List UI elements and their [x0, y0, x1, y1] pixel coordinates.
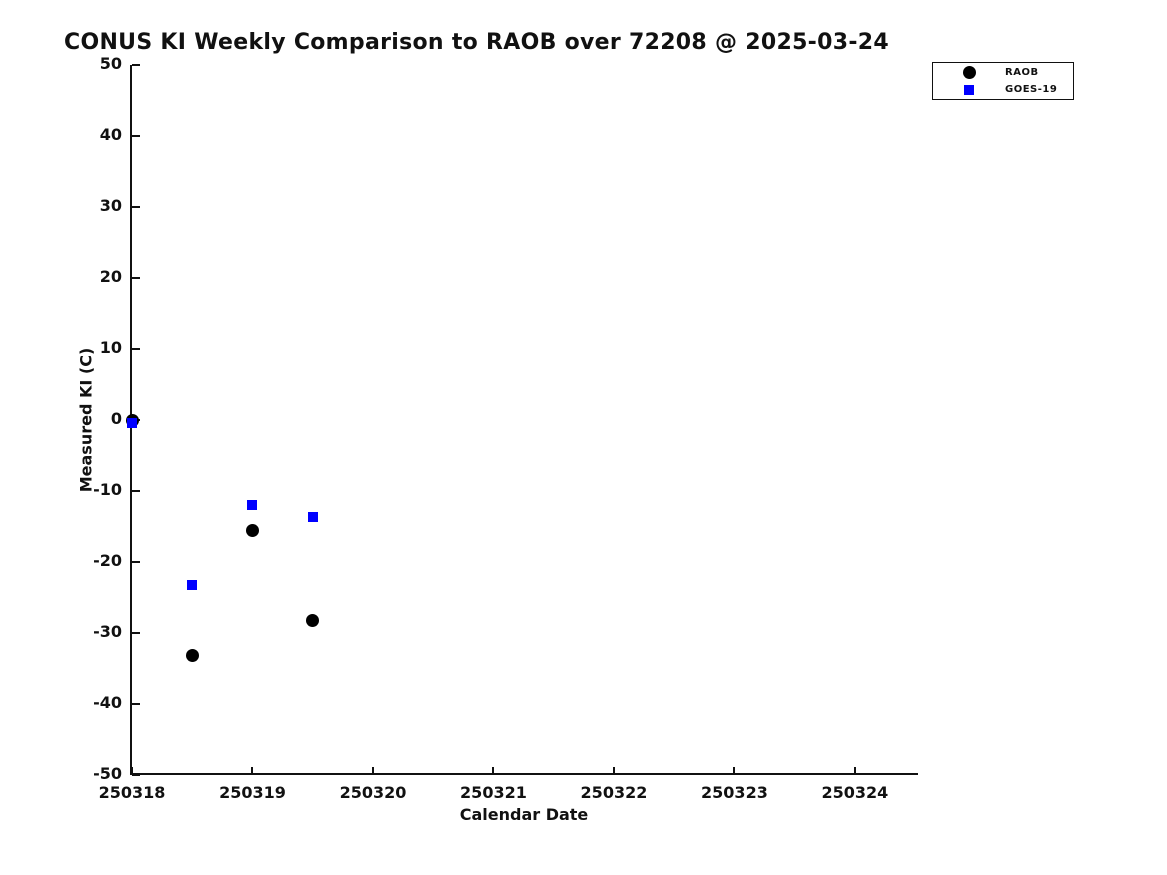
- plot-area: 250318 250319 250320 250321 250322 250323 2503…: [93, 54, 918, 802]
- legend-label-raob: RAOB: [1005, 67, 1039, 78]
- x-tick-mark: [853, 767, 856, 775]
- x-tick-mark: [131, 767, 133, 775]
- x-tick-mark: [251, 767, 254, 775]
- y-tick-mark: [132, 348, 140, 350]
- x-tick-label: 250321: [460, 783, 527, 802]
- data-point-raob: [185, 648, 199, 662]
- x-tick-label: 250322: [580, 783, 648, 802]
- y-tick-mark: [132, 206, 140, 208]
- x-tick-label: 250319: [219, 783, 286, 802]
- y-tick-mark: [132, 703, 140, 705]
- data-point-goes-19: [187, 579, 198, 590]
- y-tick-label: 10: [99, 338, 122, 357]
- legend-entry-goes19: GOES-19: [933, 82, 1073, 97]
- legend-label-goes19: GOES-19: [1005, 84, 1058, 95]
- y-tick-mark: [132, 135, 140, 137]
- x-tick-mark: [612, 767, 615, 775]
- data-point-raob: [245, 523, 259, 537]
- x-tick-label: 250324: [821, 783, 889, 802]
- y-tick-label: -50: [93, 764, 122, 783]
- x-tick-mark: [492, 767, 495, 775]
- y-tick-label: -30: [93, 622, 122, 641]
- data-point-goes-19: [307, 511, 318, 522]
- raob-circle-icon: [962, 66, 976, 79]
- y-tick-label: 20: [99, 267, 122, 286]
- x-tick-label: 250320: [339, 783, 407, 802]
- legend-entry-raob: RAOB: [933, 65, 1073, 80]
- y-tick-label: -20: [93, 551, 122, 570]
- goes19-square-icon: [964, 84, 974, 95]
- y-tick-label: 40: [99, 125, 122, 144]
- y-tick-mark: [132, 561, 140, 563]
- y-tick-label: 30: [99, 196, 122, 215]
- y-tick-label: -40: [93, 693, 122, 712]
- y-tick-mark: [132, 774, 140, 776]
- x-tick-label: 250323: [701, 783, 768, 802]
- y-axis-label: Measured KI (C): [76, 347, 96, 493]
- y-tick-mark: [132, 632, 140, 634]
- y-tick-mark: [132, 490, 140, 492]
- data-point-goes-19: [247, 500, 258, 511]
- data-point-raob: [306, 614, 320, 628]
- y-tick-label: 50: [99, 54, 122, 73]
- y-tick-mark: [132, 277, 140, 279]
- x-tick-mark: [733, 767, 736, 775]
- y-tick-mark: [132, 64, 140, 66]
- legend-box: RAOB GOES-19: [932, 62, 1074, 100]
- x-tick-label: 250318: [98, 783, 166, 802]
- chart-title: CONUS KI Weekly Comparison to RAOB over …: [64, 30, 889, 55]
- y-tick-label: 0: [110, 409, 122, 428]
- x-tick-mark: [371, 767, 374, 775]
- data-point-goes-19: [127, 417, 137, 428]
- x-axis-label: Calendar Date: [459, 805, 589, 824]
- y-tick-label: -10: [93, 480, 122, 499]
